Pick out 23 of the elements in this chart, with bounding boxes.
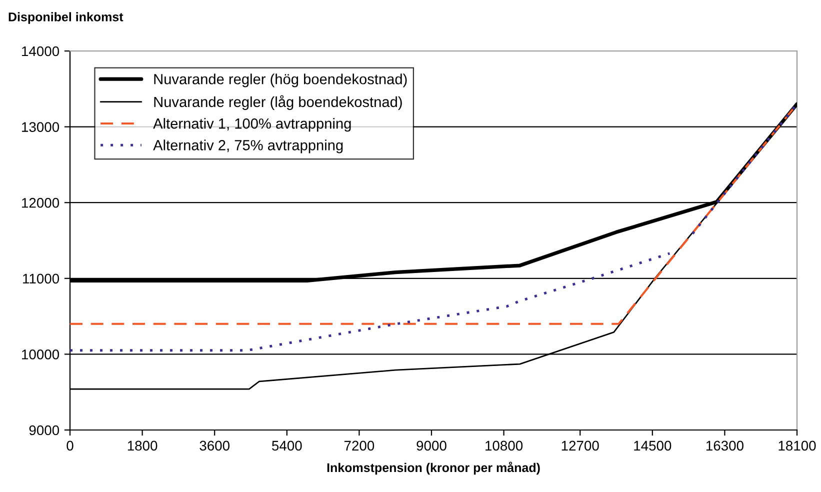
y-tick-label: 14000 <box>22 46 60 56</box>
legend-label: Nuvarande regler (låg boendekostnad) <box>154 95 402 110</box>
x-tick-label: 1800 <box>128 440 158 451</box>
x-tick-label: 18100 <box>778 440 816 451</box>
x-tick-label: 9000 <box>416 440 446 451</box>
x-tick-label: 5400 <box>272 440 302 451</box>
y-tick-label: 13000 <box>22 122 60 132</box>
y-tick-label: 9000 <box>29 425 60 436</box>
legend-label: Alternativ 2, 75% avtrappning <box>153 140 343 154</box>
x-tick-label: 12700 <box>562 440 599 451</box>
x-tick-label: 10800 <box>486 440 523 451</box>
x-axis-title: Inkomstpension (kronor per månad) <box>327 462 540 475</box>
legend-label: Alternativ 1, 100% avtrappning <box>153 118 351 132</box>
y-tick-label: 12000 <box>22 198 60 208</box>
x-tick-label: 16300 <box>706 440 744 451</box>
y-tick-label: 10000 <box>22 350 60 360</box>
y-axis-title: Disponibel inkomst <box>8 12 124 24</box>
x-tick-label: 3600 <box>200 440 230 451</box>
x-tick-label: 0 <box>66 440 74 451</box>
y-tick-label: 11000 <box>23 274 60 284</box>
legend-label: Nuvarande regler (hög boendekostnad) <box>154 74 407 88</box>
x-tick-label: 14500 <box>634 440 672 451</box>
x-tick-label: 7200 <box>344 440 374 451</box>
